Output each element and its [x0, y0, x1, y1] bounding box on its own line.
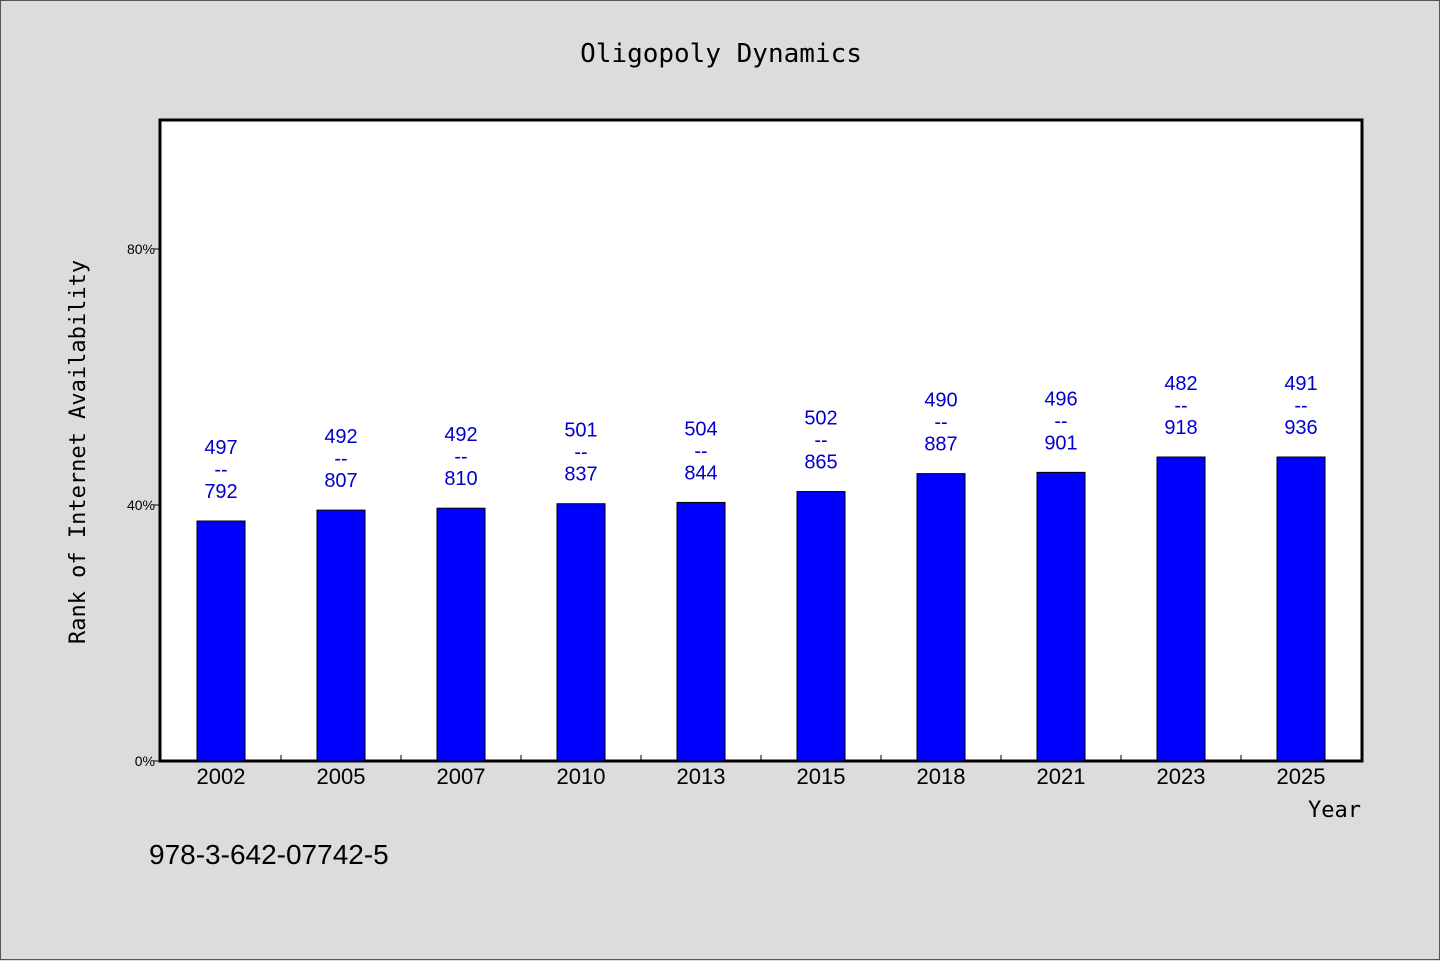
data-label-top: 501	[564, 420, 597, 442]
data-label-separator: --	[1174, 395, 1187, 417]
bar	[796, 491, 846, 762]
bar	[1156, 456, 1206, 762]
x-tick-label: 2005	[317, 764, 366, 789]
x-tick-label: 2021	[1037, 764, 1086, 789]
data-label-bottom: 936	[1284, 417, 1317, 439]
x-tick-label: 2018	[917, 764, 966, 789]
bar	[436, 507, 486, 762]
isbn-text: 978-3-642-07742-5	[149, 839, 389, 870]
data-label-top: 502	[804, 408, 837, 430]
data-label-top: 491	[1284, 373, 1317, 395]
bar	[316, 509, 366, 762]
data-label-top: 492	[444, 424, 477, 446]
data-label-bottom: 792	[204, 481, 237, 503]
data-label-bottom: 807	[324, 470, 357, 492]
x-tick-label: 2025	[1277, 764, 1326, 789]
y-axis-label: Rank of Internet Availability	[66, 260, 91, 644]
bar	[676, 501, 726, 762]
bars-group	[196, 456, 1326, 762]
data-label-separator: --	[814, 430, 827, 452]
data-label-bottom: 837	[564, 464, 597, 486]
data-label-bottom: 844	[684, 462, 717, 484]
data-label-bottom: 901	[1044, 432, 1077, 454]
data-label-separator: --	[214, 459, 227, 481]
x-tick-label: 2013	[677, 764, 726, 789]
data-label-separator: --	[454, 446, 467, 468]
x-axis: 2002 2005 2007 2010 2013 2015 2018 2021 2023 2025	[197, 755, 1326, 789]
data-labels-group: 497--792492--807492--810501--837504--844…	[204, 373, 1317, 503]
data-label-bottom: 865	[804, 452, 837, 474]
data-label-bottom: 810	[444, 468, 477, 490]
data-label-top: 497	[204, 437, 237, 459]
bar	[1036, 471, 1086, 762]
bar	[1276, 456, 1326, 762]
data-label-top: 482	[1164, 373, 1197, 395]
data-label-top: 490	[924, 390, 957, 412]
data-label-separator: --	[1294, 395, 1307, 417]
bar	[916, 473, 966, 762]
y-tick-label: 0%	[135, 753, 155, 769]
x-tick-label: 2010	[557, 764, 606, 789]
data-label-bottom: 918	[1164, 417, 1197, 439]
data-label-separator: --	[694, 440, 707, 462]
data-label-separator: --	[934, 412, 947, 434]
data-label-top: 496	[1044, 388, 1077, 410]
chart-title: Oligopoly Dynamics	[580, 39, 862, 69]
y-axis: 0% 40% 80%	[127, 241, 161, 769]
data-label-separator: --	[1054, 410, 1067, 432]
x-tick-label: 2023	[1157, 764, 1206, 789]
x-tick-label: 2015	[797, 764, 846, 789]
data-label-top: 504	[684, 418, 717, 440]
x-tick-label: 2002	[197, 764, 246, 789]
data-label-bottom: 887	[924, 434, 957, 456]
x-axis-label: Year	[1308, 798, 1361, 823]
data-label-separator: --	[574, 442, 587, 464]
y-tick-label: 80%	[127, 241, 155, 257]
y-tick-label: 40%	[127, 497, 155, 513]
data-label-separator: --	[334, 448, 347, 470]
bar	[196, 520, 246, 762]
bar	[556, 503, 606, 762]
data-label-top: 492	[324, 426, 357, 448]
x-tick-label: 2007	[437, 764, 486, 789]
